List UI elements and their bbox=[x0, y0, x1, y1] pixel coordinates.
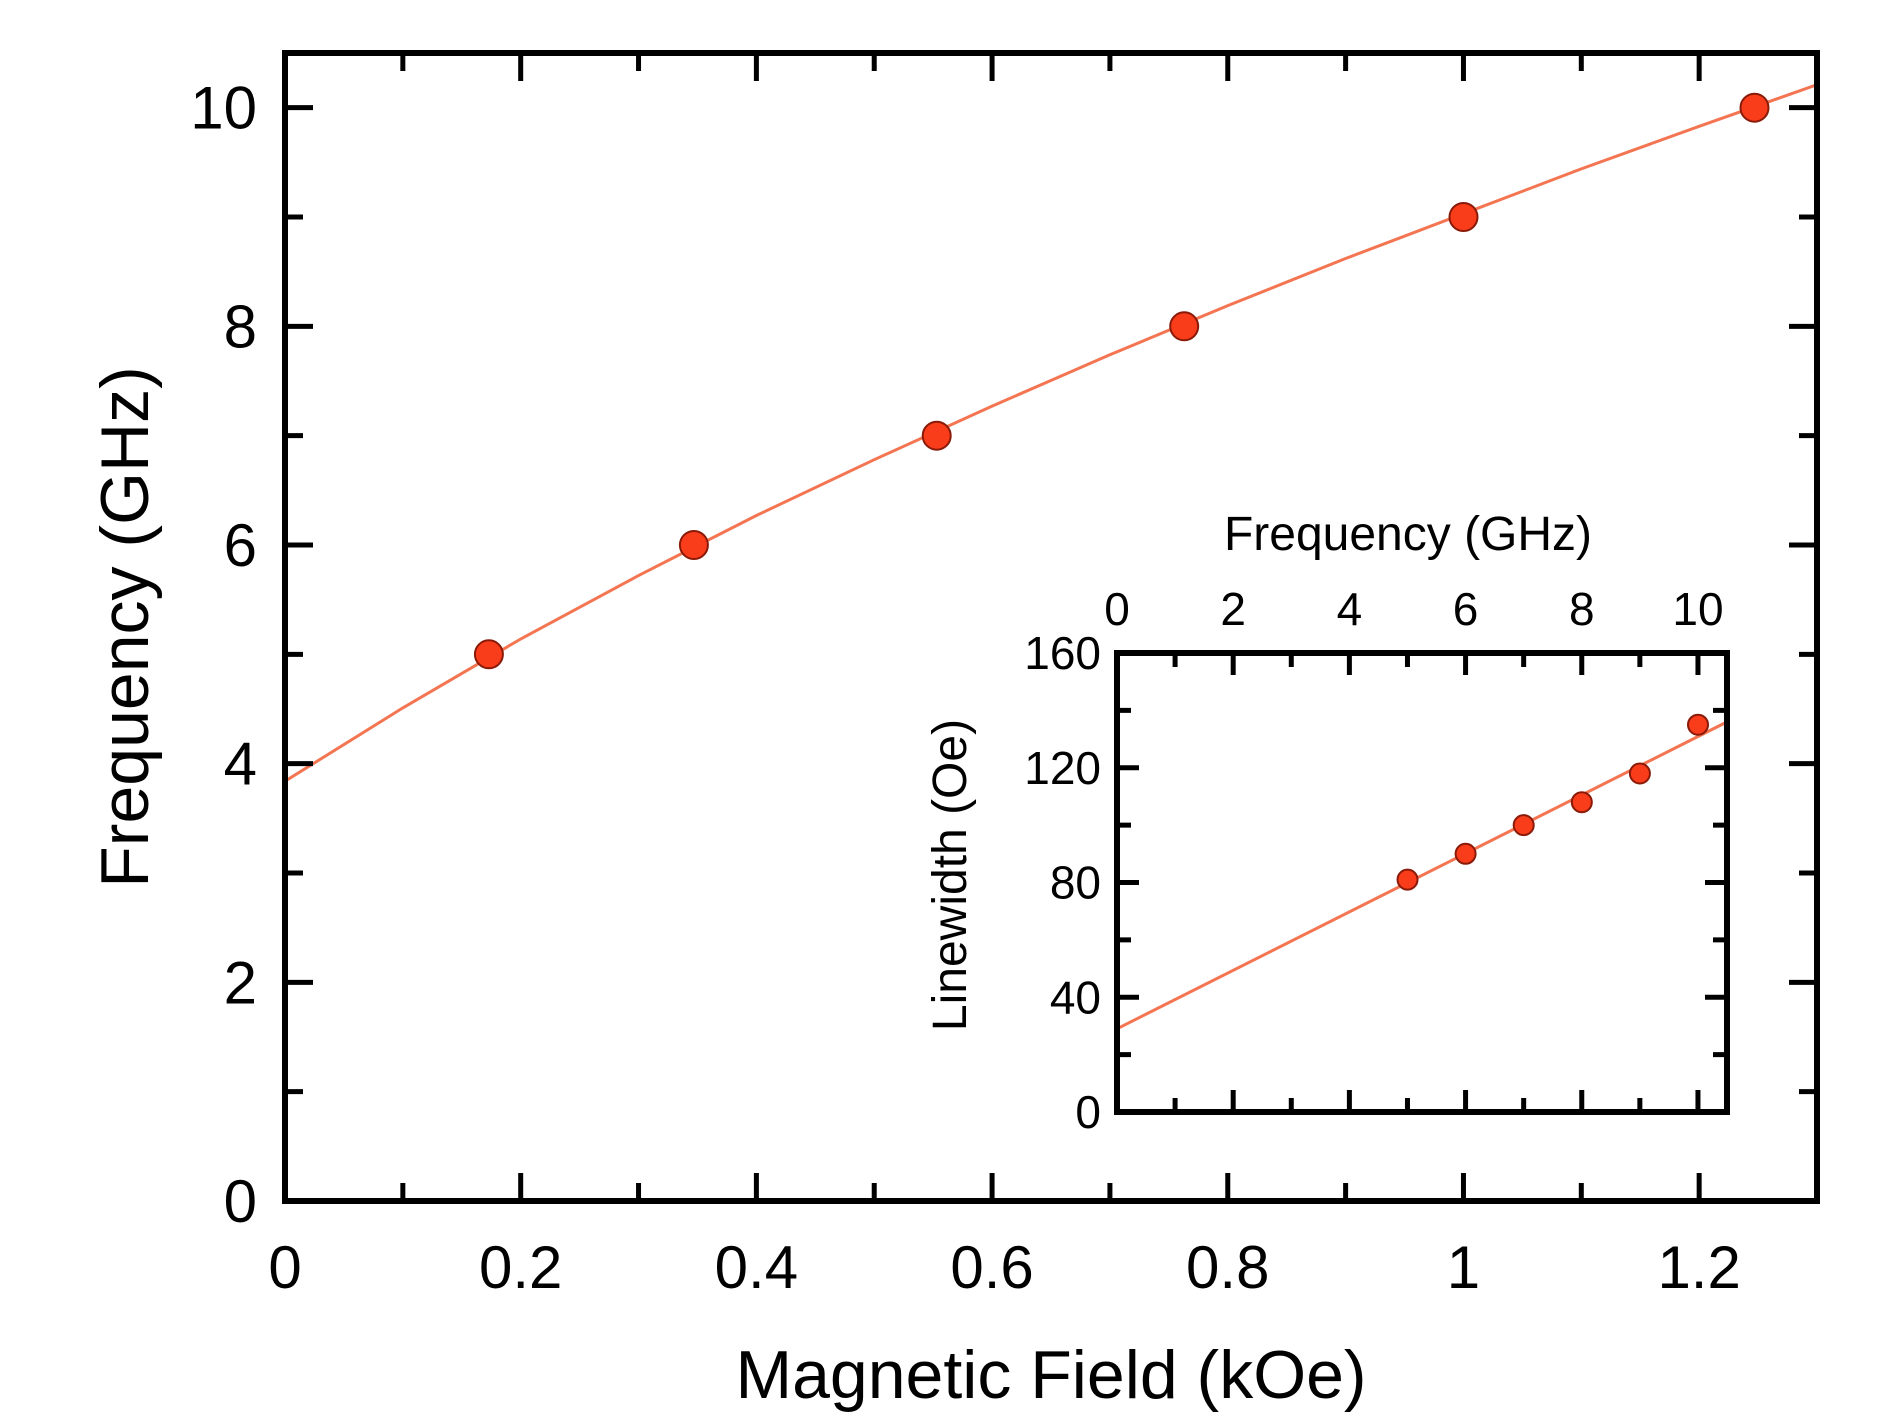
main-x-axis-label: Magnetic Field (kOe) bbox=[735, 1337, 1366, 1413]
inset-y-tick-label: 80 bbox=[1050, 857, 1101, 909]
main-x-tick-label: 0.2 bbox=[479, 1234, 562, 1301]
inset-data-point bbox=[1512, 814, 1535, 837]
main-plot-frame bbox=[282, 50, 1820, 1204]
main-y-tick-label: 10 bbox=[190, 75, 257, 142]
inset-data-point bbox=[1454, 842, 1477, 865]
main-data-point bbox=[473, 639, 504, 670]
main-chart: 0 0.2 0.4 0.6 0.8 1 1.2 0 2 4 6 8 10 Magnetic Field … bbox=[87, 50, 1820, 1413]
main-x-tick-label: 0.8 bbox=[1186, 1234, 1269, 1301]
inset-chart: 0 2 4 6 8 10 0 40 80 120 160 Frequency (GHz) Linew… bbox=[924, 508, 1730, 1138]
inset-x-tick-label: 4 bbox=[1337, 583, 1363, 635]
main-y-axis-label: Frequency (GHz) bbox=[87, 366, 163, 887]
inset-x-tick-label: 6 bbox=[1453, 583, 1479, 635]
main-fit-line bbox=[285, 83, 1817, 783]
main-ticklabel-layer: 0 0.2 0.4 0.6 0.8 1 1.2 0 2 4 6 8 10 bbox=[190, 75, 1741, 1301]
main-data-point bbox=[921, 420, 952, 451]
main-data-point bbox=[1169, 311, 1200, 342]
inset-plot-frame bbox=[1114, 650, 1730, 1115]
inset-fit-layer bbox=[1117, 720, 1727, 1031]
inset-x-tick-label: 10 bbox=[1672, 583, 1723, 635]
inset-data-point bbox=[1396, 868, 1419, 891]
main-y-tick-label: 4 bbox=[224, 731, 257, 798]
main-y-tick-label: 8 bbox=[224, 293, 257, 360]
inset-point-layer bbox=[1396, 713, 1709, 891]
main-x-tick-label: 0.6 bbox=[950, 1234, 1033, 1301]
inset-y-axis-label: Linewidth (Oe) bbox=[924, 719, 977, 1031]
inset-ticklabel-layer: 0 2 4 6 8 10 0 40 80 120 160 bbox=[1024, 583, 1723, 1138]
inset-data-point bbox=[1628, 762, 1651, 785]
inset-tick-layer bbox=[1114, 650, 1727, 1115]
inset-x-tick-label: 2 bbox=[1220, 583, 1246, 635]
main-fit-layer bbox=[285, 83, 1817, 783]
inset-data-point bbox=[1570, 791, 1593, 814]
inset-y-tick-label: 160 bbox=[1024, 627, 1101, 679]
inset-fit-line bbox=[1117, 720, 1727, 1031]
main-y-tick-label: 2 bbox=[224, 949, 257, 1016]
main-x-tick-label: 1.2 bbox=[1657, 1234, 1740, 1301]
inset-x-axis-label: Frequency (GHz) bbox=[1224, 508, 1592, 561]
main-x-tick-label: 0.4 bbox=[715, 1234, 798, 1301]
inset-x-tick-label: 8 bbox=[1569, 583, 1595, 635]
inset-y-tick-label: 40 bbox=[1050, 971, 1101, 1023]
main-y-tick-label: 6 bbox=[224, 512, 257, 579]
main-x-tick-label: 1 bbox=[1447, 1234, 1480, 1301]
main-data-point bbox=[678, 530, 709, 560]
inset-data-point bbox=[1687, 713, 1709, 736]
inset-x-tick-label: 0 bbox=[1104, 583, 1130, 635]
main-x-tick-label: 0 bbox=[268, 1234, 301, 1301]
main-data-point bbox=[1739, 92, 1770, 123]
main-data-point bbox=[1448, 202, 1479, 232]
main-point-layer bbox=[473, 92, 1770, 670]
main-y-tick-label: 0 bbox=[224, 1168, 257, 1235]
inset-y-tick-label: 120 bbox=[1024, 742, 1101, 794]
inset-y-tick-label: 0 bbox=[1075, 1086, 1101, 1138]
